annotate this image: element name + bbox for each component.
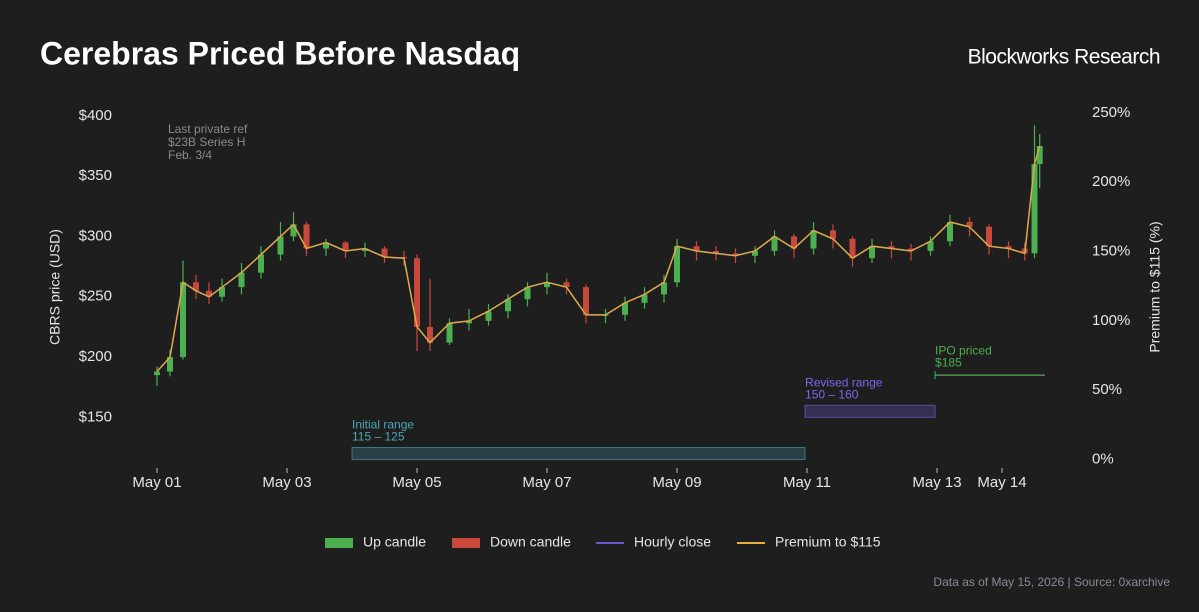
y2-tick-label: 0% — [1092, 451, 1114, 468]
candle-body — [1005, 246, 1012, 249]
y2-tick-label: 250% — [1092, 104, 1130, 121]
legend-label: Premium to $115 — [775, 534, 881, 550]
candle-body — [732, 253, 739, 256]
note: Feb. 3/4 — [168, 148, 212, 162]
ipo-value-label: $185 — [935, 355, 962, 369]
candle-body — [485, 311, 492, 321]
chart-title: Cerebras Priced Before Nasdaq — [40, 35, 520, 71]
range-value-label: 115 – 125 — [352, 430, 405, 444]
range-value-label: 150 – 160 — [805, 387, 859, 401]
y-tick-label: $250 — [79, 288, 112, 305]
candle-body — [154, 371, 160, 376]
candle-body — [524, 287, 531, 300]
y-axis-label: CBRS price (USD) — [47, 229, 63, 345]
footer: Data as of May 15, 2026 | Source: 0xarch… — [933, 575, 1170, 589]
candle-body — [986, 226, 992, 247]
candle-body — [414, 258, 420, 327]
x-tick-label: May 09 — [652, 474, 701, 491]
candle-body — [966, 221, 973, 227]
candle-body — [752, 250, 758, 256]
y2-axis-label: Premium to $115 (%) — [1147, 221, 1163, 352]
candle-body — [830, 230, 836, 239]
candle-body — [544, 282, 550, 288]
legend-swatch — [325, 538, 353, 548]
candle-body — [622, 302, 628, 315]
candle-body — [238, 272, 245, 288]
x-tick-label: May 14 — [977, 474, 1026, 491]
x-tick-label: May 05 — [392, 474, 441, 491]
y-tick-label: $200 — [79, 348, 112, 365]
candle-body — [505, 299, 511, 312]
y2-tick-label: 100% — [1092, 312, 1130, 329]
candle-body — [888, 246, 895, 249]
candle-body — [206, 290, 212, 297]
candle-body — [381, 248, 388, 257]
candle-body — [771, 236, 778, 251]
y2-tick-label: 200% — [1092, 173, 1130, 190]
legend-label: Hourly close — [634, 534, 711, 550]
candle-body — [713, 250, 719, 254]
candle-body — [303, 224, 310, 249]
candle-body — [323, 242, 329, 249]
candle-body — [810, 230, 817, 249]
candle-body — [258, 254, 264, 273]
candle-body — [290, 224, 297, 237]
y-tick-label: $400 — [79, 107, 112, 124]
candle-body — [583, 287, 589, 315]
note: $23B Series H — [168, 135, 245, 149]
candle-body — [180, 282, 186, 358]
y-tick-label: $350 — [79, 167, 112, 184]
candle-body — [1036, 146, 1043, 165]
candle-body — [674, 246, 680, 283]
candle-body — [908, 248, 914, 251]
candle-body — [849, 238, 856, 259]
note: Last private ref — [168, 122, 248, 136]
candle-body — [947, 221, 953, 242]
x-tick-label: May 07 — [522, 474, 571, 491]
candle-body — [193, 282, 199, 291]
candle-body — [219, 287, 225, 297]
candle-body — [446, 323, 453, 343]
candle-body — [563, 282, 570, 288]
legend-label: Up candle — [363, 534, 426, 550]
x-tick-label: May 01 — [132, 474, 181, 491]
candle-body — [167, 357, 173, 372]
candle-body — [362, 248, 368, 251]
x-tick-label: May 13 — [912, 474, 961, 491]
candle-body — [342, 242, 349, 251]
candle-body — [661, 282, 667, 295]
candle-body — [927, 241, 934, 251]
range-label: Initial range — [352, 418, 414, 432]
candle-body — [1031, 164, 1038, 254]
ipo-label: IPO priced — [935, 343, 992, 357]
legend-swatch — [452, 538, 480, 548]
y2-tick-label: 50% — [1092, 381, 1122, 398]
candle-body — [791, 236, 797, 249]
x-tick-label: May 03 — [262, 474, 311, 491]
range-band — [804, 404, 936, 418]
brand: Blockworks Research — [968, 46, 1160, 69]
candle-body — [641, 294, 648, 303]
y2-tick-label: 150% — [1092, 243, 1130, 260]
candle-body — [427, 326, 433, 343]
candle-body — [277, 236, 284, 255]
candle-body — [466, 320, 472, 324]
range-band — [351, 446, 806, 461]
x-tick-label: May 11 — [783, 474, 831, 491]
premium-line — [156, 145, 1041, 373]
y-tick-label: $150 — [79, 408, 112, 425]
legend-label: Down candle — [490, 534, 571, 550]
y-tick-label: $300 — [79, 227, 112, 244]
candle-body — [693, 246, 700, 251]
range-label: Revised range — [805, 375, 883, 389]
candle-body — [869, 246, 875, 259]
